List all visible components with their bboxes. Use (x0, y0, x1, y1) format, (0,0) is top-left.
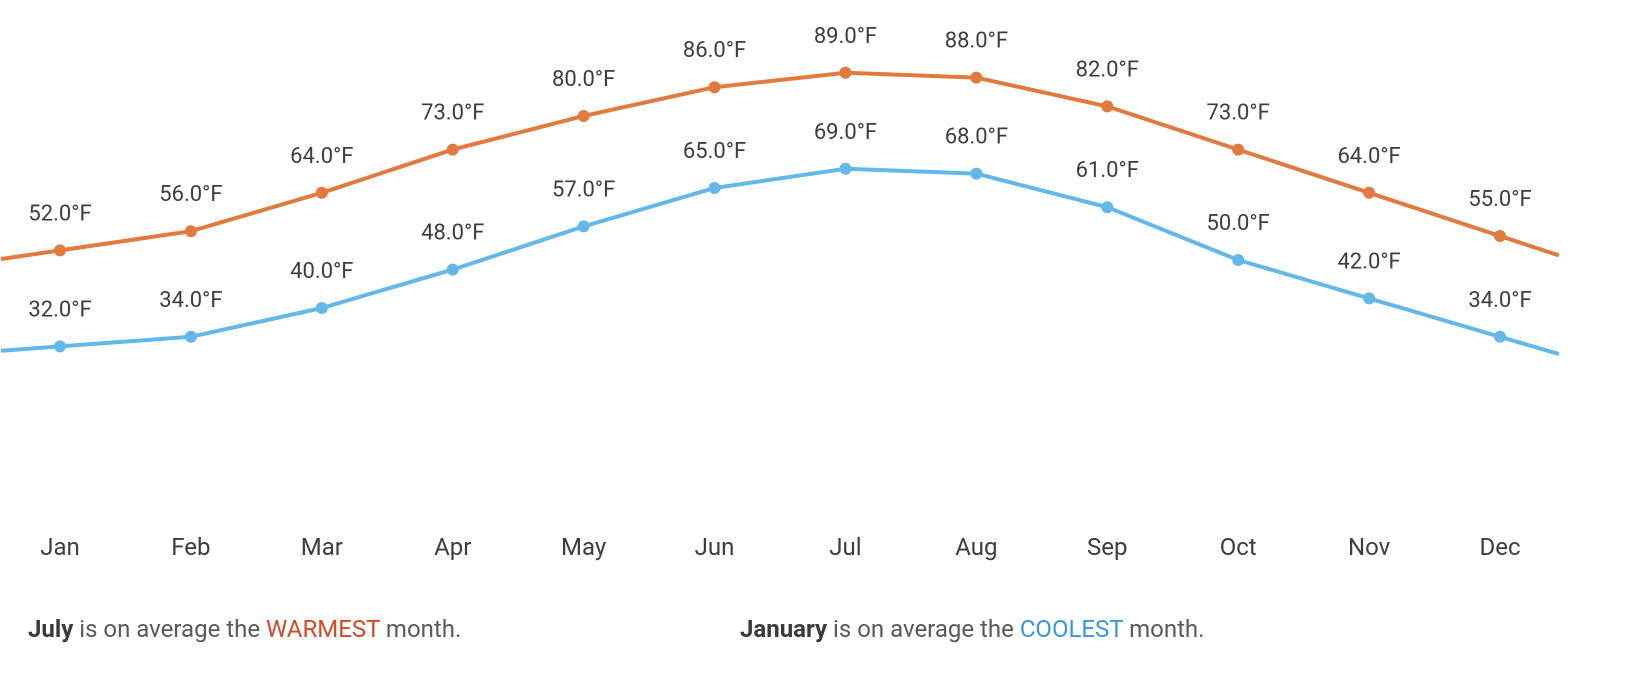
high-data-label: 73.0°F (421, 101, 484, 126)
x-axis-label: Jul (829, 533, 861, 561)
high-data-label: 64.0°F (1337, 144, 1400, 169)
high-data-point (185, 225, 197, 237)
low-series-line (1, 169, 1559, 354)
warmest-month-name: July (28, 615, 73, 643)
low-data-point (1494, 331, 1506, 343)
low-data-label: 42.0°F (1337, 249, 1400, 274)
x-axis-label: May (561, 533, 607, 561)
low-data-point (316, 302, 328, 314)
high-data-label: 88.0°F (945, 29, 1008, 54)
high-data-label: 86.0°F (683, 38, 746, 63)
low-data-label: 40.0°F (290, 259, 353, 284)
low-data-point (970, 168, 982, 180)
high-data-label: 56.0°F (159, 182, 222, 207)
low-data-label: 65.0°F (683, 139, 746, 164)
caption-text: is on average the (827, 615, 1020, 643)
low-data-label: 32.0°F (28, 297, 91, 322)
high-data-label: 82.0°F (1076, 57, 1139, 82)
low-data-point (578, 220, 590, 232)
high-data-label: 52.0°F (28, 201, 91, 226)
low-data-point (447, 264, 459, 276)
high-data-point (1101, 100, 1113, 112)
x-axis-label: Mar (301, 533, 343, 561)
high-data-point (1494, 230, 1506, 242)
low-data-label: 61.0°F (1076, 158, 1139, 183)
temperature-line-chart: Jan Feb Mar Apr May Jun Jul Aug Sep Oct Nov Dec 52.0… (0, 0, 1644, 700)
temperature-chart-container: Jan Feb Mar Apr May Jun Jul Aug Sep Oct Nov Dec 52.0… (0, 0, 1644, 700)
high-data-point (578, 110, 590, 122)
warmest-month-caption: July is on average the WARMEST month. (28, 615, 461, 643)
low-data-label: 57.0°F (552, 177, 615, 202)
x-axis-label: Feb (171, 533, 210, 561)
caption-text: is on average the (73, 615, 266, 643)
low-data-label: 50.0°F (1207, 211, 1270, 236)
x-axis-label: Oct (1220, 533, 1257, 561)
low-data-label: 69.0°F (814, 120, 877, 145)
low-data-point (839, 163, 851, 175)
high-data-point (1363, 187, 1375, 199)
x-axis-label: Nov (1348, 533, 1391, 561)
x-axis-label: Dec (1479, 533, 1520, 561)
high-data-label: 89.0°F (814, 24, 877, 49)
coolest-keyword: COOLEST (1020, 615, 1123, 643)
low-data-point (1232, 254, 1244, 266)
high-data-label: 55.0°F (1468, 187, 1531, 212)
high-data-label: 73.0°F (1207, 101, 1270, 126)
coolest-month-name: January (740, 615, 827, 643)
high-data-point (1232, 144, 1244, 156)
x-axis-label: Sep (1087, 533, 1127, 561)
x-axis-label: Apr (434, 533, 471, 561)
warmest-keyword: WARMEST (266, 615, 380, 643)
low-data-point (1101, 201, 1113, 213)
high-series-line (1, 73, 1559, 259)
high-data-label: 80.0°F (552, 67, 615, 92)
caption-text: month. (1123, 615, 1204, 643)
coolest-month-caption: January is on average the COOLEST month. (740, 615, 1204, 643)
high-data-label: 64.0°F (290, 144, 353, 169)
high-data-point (54, 244, 66, 256)
low-data-label: 68.0°F (945, 125, 1008, 150)
x-axis-label: Jan (40, 533, 80, 561)
x-axis-label: Jun (695, 533, 735, 561)
low-data-label: 34.0°F (1468, 288, 1531, 313)
high-data-point (839, 67, 851, 79)
high-data-point (316, 187, 328, 199)
low-data-label: 34.0°F (159, 288, 222, 313)
low-data-point (1363, 292, 1375, 304)
x-axis-label: Aug (955, 533, 997, 561)
low-data-point (185, 331, 197, 343)
low-data-label: 48.0°F (421, 221, 484, 246)
low-data-point (709, 182, 721, 194)
low-data-point (54, 340, 66, 352)
high-data-point (447, 144, 459, 156)
high-data-point (709, 81, 721, 93)
caption-text: month. (380, 615, 461, 643)
high-data-point (970, 72, 982, 84)
